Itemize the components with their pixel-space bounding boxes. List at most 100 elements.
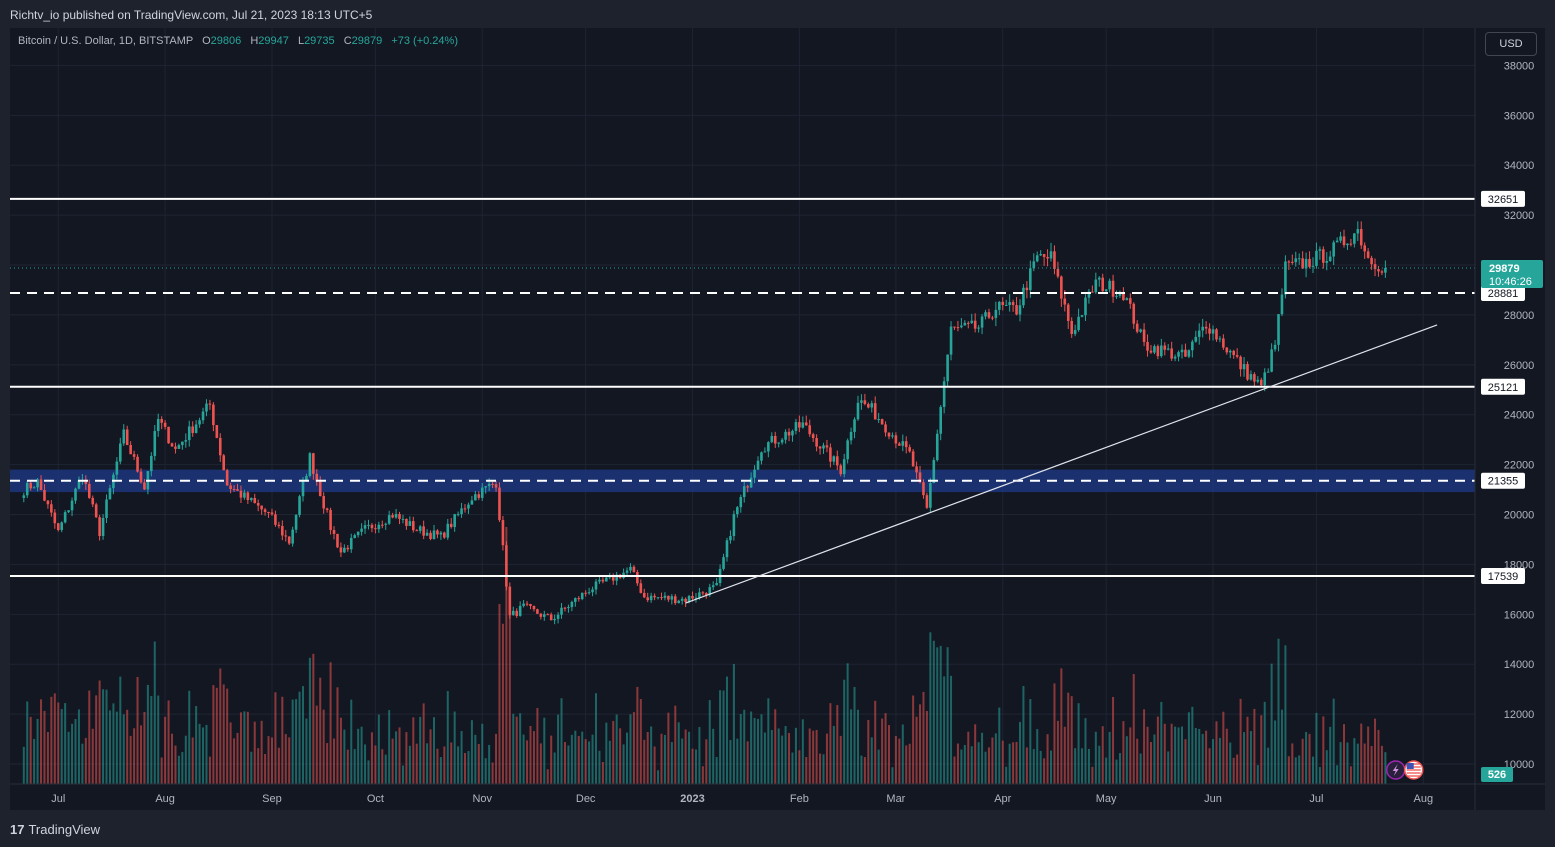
candle-body xyxy=(960,325,963,328)
volume-bar xyxy=(202,727,205,784)
candle-body xyxy=(325,508,329,510)
candle-body xyxy=(160,418,163,423)
close-label: C xyxy=(343,35,352,47)
candle-body xyxy=(760,452,763,461)
candle-body xyxy=(767,442,770,452)
candle-body xyxy=(536,609,539,614)
volume-bar xyxy=(1325,750,1328,784)
volume-bar xyxy=(88,690,91,784)
volume-bar xyxy=(43,710,46,784)
candle-body xyxy=(839,465,843,475)
volume-bar xyxy=(1118,753,1121,784)
volume-bar xyxy=(691,748,694,784)
volume-bar xyxy=(1225,728,1228,784)
flash-icon-bolt xyxy=(1392,764,1399,776)
volume-bar xyxy=(943,676,946,784)
candle-body xyxy=(194,424,198,433)
candle-body xyxy=(1346,243,1349,246)
candle-body xyxy=(1115,295,1118,297)
candle-body xyxy=(1311,265,1315,267)
volume-bar xyxy=(1243,732,1246,784)
volume-bar xyxy=(1215,721,1218,784)
volume-bar xyxy=(984,751,987,784)
candle-body xyxy=(349,537,353,550)
volume-bar xyxy=(515,716,518,784)
candle-body xyxy=(794,422,798,431)
candle-body xyxy=(860,400,863,403)
currency-button[interactable]: USD xyxy=(1485,32,1537,56)
volume-bar xyxy=(312,653,315,784)
candle-body xyxy=(1356,229,1360,234)
candle-body xyxy=(1308,258,1311,267)
volume-bar xyxy=(274,692,277,784)
volume-bar xyxy=(567,745,570,784)
candle-body xyxy=(312,453,315,474)
candle-body xyxy=(935,433,939,461)
volume-bar xyxy=(508,594,511,784)
volume-bar xyxy=(236,732,239,784)
volume-bar xyxy=(891,767,894,784)
volume-bar xyxy=(64,703,67,784)
high-value: 29947 xyxy=(258,35,289,47)
chart-area[interactable]: 10000 12000 14000 16000 18000 20000 22000 24000… xyxy=(10,28,1545,810)
volume-bar xyxy=(639,699,642,784)
volume-bar xyxy=(1050,750,1053,784)
candle-body xyxy=(732,514,736,537)
price-chart[interactable]: 1000012000140001600018000200002200024000… xyxy=(10,28,1545,810)
candle-body xyxy=(353,535,357,538)
candle-body xyxy=(922,482,925,496)
candle-body xyxy=(218,437,222,456)
volume-bar xyxy=(40,699,43,784)
volume-bar xyxy=(963,744,966,784)
candle-body xyxy=(539,613,543,617)
candle-body xyxy=(870,403,874,408)
candle-body xyxy=(22,495,26,498)
candle-body xyxy=(449,523,453,528)
candle-body xyxy=(232,489,236,491)
volume-bar xyxy=(981,732,984,784)
volume-bar xyxy=(1191,706,1194,784)
candle-body xyxy=(260,505,263,510)
candle-body xyxy=(1032,261,1036,269)
candle-body xyxy=(463,508,467,510)
candle-body xyxy=(642,592,646,598)
price-tick-label: 16000 xyxy=(1504,609,1535,621)
volume-bar xyxy=(298,691,301,784)
tradingview-brand[interactable]: 17 TradingView xyxy=(10,822,100,837)
volume-bar xyxy=(450,742,453,784)
volume-bar xyxy=(474,734,477,784)
candle-body xyxy=(994,309,998,318)
volume-bar xyxy=(563,742,566,784)
volume-bar xyxy=(1101,726,1104,784)
time-tick-label: 2023 xyxy=(680,793,704,805)
candle-body xyxy=(398,514,401,519)
volume-bar xyxy=(798,750,801,784)
volume-bar xyxy=(181,752,184,784)
candle-body xyxy=(39,479,43,491)
volume-bar xyxy=(1280,709,1283,784)
volume-bar xyxy=(874,700,877,784)
symbol-name: Bitcoin / U.S. Dollar, 1D, BITSTAMP xyxy=(18,35,194,47)
volume-bar xyxy=(732,664,735,784)
volume-bar xyxy=(205,724,208,784)
volume-bar xyxy=(822,754,825,784)
candle-body xyxy=(725,540,729,558)
volume-bar xyxy=(91,728,94,784)
published-text: Richtv_io published on TradingView.com, … xyxy=(10,8,373,22)
candle-body xyxy=(811,434,815,439)
candle-body xyxy=(432,530,436,540)
volume-bar xyxy=(829,703,832,784)
price-tick-label: 38000 xyxy=(1504,60,1535,72)
level-label-box xyxy=(1481,378,1525,395)
volume-bar xyxy=(219,668,222,784)
volume-bar xyxy=(1239,698,1242,784)
candle-body xyxy=(212,404,215,426)
candle-body xyxy=(139,471,143,483)
volume-bar xyxy=(150,696,153,784)
volume-bar xyxy=(1170,723,1173,784)
volume-bar xyxy=(1246,716,1249,784)
candle-body xyxy=(887,432,891,437)
change-value: +73 (+0.24%) xyxy=(391,35,458,47)
candle-body xyxy=(973,320,977,329)
candle-body xyxy=(1253,374,1256,382)
